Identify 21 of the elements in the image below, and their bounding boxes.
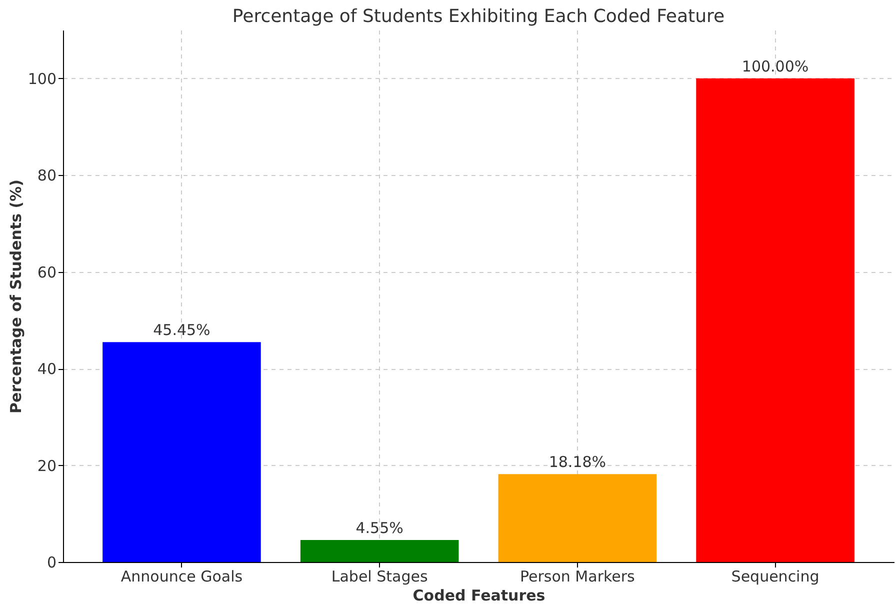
bar bbox=[498, 474, 657, 562]
data-label: 45.45% bbox=[153, 321, 210, 340]
y-tick-label: 40 bbox=[37, 360, 56, 378]
y-tick-label: 20 bbox=[37, 456, 56, 475]
bar bbox=[696, 78, 854, 562]
y-axis-title: Percentage of Students (%) bbox=[6, 179, 25, 414]
data-label: 100.00% bbox=[742, 57, 809, 76]
bar bbox=[102, 342, 261, 562]
x-tick-label: Label Stages bbox=[331, 568, 428, 586]
x-tick-label: Sequencing bbox=[731, 568, 820, 586]
x-tick-label: Announce Goals bbox=[120, 568, 243, 586]
y-tick-label: 100 bbox=[28, 70, 56, 88]
x-axis-title: Coded Features bbox=[412, 586, 546, 604]
y-tick-label: 0 bbox=[46, 554, 56, 572]
chart-title: Percentage of Students Exhibiting Each Coded Feature bbox=[232, 6, 725, 27]
data-label: 4.55% bbox=[356, 518, 404, 537]
bar bbox=[300, 540, 459, 562]
y-tick-label: 80 bbox=[37, 166, 56, 185]
y-tick-label: 60 bbox=[37, 263, 56, 282]
data-label: 18.18% bbox=[548, 453, 606, 472]
x-tick-label: Person Markers bbox=[520, 568, 636, 586]
